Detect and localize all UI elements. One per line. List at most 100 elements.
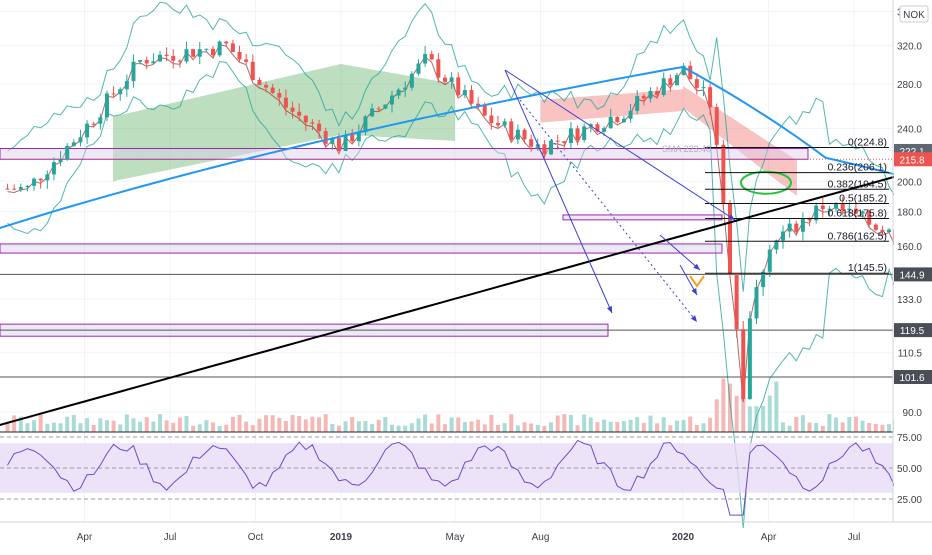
support-zone <box>0 244 722 253</box>
volume-bar <box>880 425 884 432</box>
currency-label: NOK <box>903 10 925 21</box>
candle-body <box>582 126 586 140</box>
volume-bar <box>383 417 387 432</box>
candle-body <box>715 107 719 145</box>
volume-bar <box>98 418 102 432</box>
candle-body <box>291 108 295 112</box>
candle-body <box>244 59 248 61</box>
candle-body <box>304 116 308 123</box>
volume-bar <box>72 415 76 432</box>
volume-bar <box>231 417 235 432</box>
volume-bar <box>662 417 666 432</box>
volume-bar <box>655 423 659 432</box>
candle-body <box>450 77 454 81</box>
candle-body <box>158 55 162 62</box>
price-tick-label: 180.0 <box>897 208 922 219</box>
price-tag-label: 144.9 <box>899 270 924 281</box>
volume-bar <box>695 425 699 432</box>
volume-bar <box>761 406 765 432</box>
volume-bar <box>244 422 248 432</box>
volume-bar <box>675 421 679 432</box>
candle-body <box>118 89 122 94</box>
volume-bar <box>788 426 792 432</box>
price-tick-label: 90.0 <box>903 408 923 419</box>
candle-body <box>410 74 414 88</box>
candle-body <box>774 240 778 249</box>
volume-bar <box>284 421 288 432</box>
rsi-pane <box>0 432 932 515</box>
candle-body <box>344 135 348 151</box>
candle-body <box>629 111 633 119</box>
candle-body <box>397 90 401 96</box>
volume-bar <box>317 417 321 432</box>
candle-body <box>224 42 228 44</box>
volume-bar <box>867 423 871 432</box>
candle-body <box>337 138 341 151</box>
candle-body <box>178 61 182 62</box>
volume-bar <box>377 420 381 432</box>
fib-label-0.5: 0.5(185.2) <box>839 192 887 204</box>
price-tick-label: 280.0 <box>897 80 922 91</box>
candle-body <box>662 78 666 95</box>
volume-bar <box>145 417 149 432</box>
candle-body <box>145 60 149 63</box>
candle-body <box>529 139 533 146</box>
volume-bar <box>582 415 586 432</box>
candle-body <box>78 137 82 142</box>
volume-bar <box>39 414 43 432</box>
volume-bar <box>118 424 122 432</box>
price-tick-label: 200.0 <box>897 177 922 188</box>
candle-body <box>284 98 288 108</box>
volume-bar <box>463 422 467 432</box>
candle-body <box>403 88 407 90</box>
candle-body <box>436 59 440 77</box>
time-tick-label: Aug <box>532 532 550 543</box>
volume-bar <box>509 414 513 432</box>
candle-body <box>648 91 652 98</box>
candle-body <box>324 131 328 144</box>
volume-bar <box>794 417 798 432</box>
volume-bar <box>158 414 162 432</box>
volume-bar <box>715 399 719 432</box>
volume-bar <box>668 425 672 432</box>
candle-body <box>45 174 49 180</box>
candle-body <box>390 96 394 105</box>
candle-body <box>423 54 427 63</box>
volume-bar <box>854 417 858 432</box>
candle-body <box>25 186 29 187</box>
candle-body <box>72 142 76 146</box>
volume-bar <box>12 415 16 432</box>
fib-label-0.786: 0.786(162.5) <box>827 230 887 242</box>
volume-bar <box>92 425 96 432</box>
candle-body <box>443 78 447 82</box>
price-tick-label: 133.0 <box>897 295 922 306</box>
volume-bar <box>271 415 275 432</box>
candle-body <box>801 219 805 232</box>
candle-body <box>556 141 560 142</box>
candle-body <box>257 80 261 85</box>
candle-body <box>483 106 487 116</box>
candle-body <box>19 187 23 190</box>
volume-bar <box>569 415 573 432</box>
volume-bar <box>635 417 639 432</box>
volume-bar <box>483 424 487 432</box>
price-tick-label: 75.00 <box>897 433 922 444</box>
candle-body <box>463 90 467 95</box>
volume-bar <box>801 415 805 432</box>
candle-body <box>622 119 626 122</box>
volume-bar <box>171 423 175 432</box>
time-tick-label: Apr <box>761 532 777 543</box>
candle-body <box>701 87 705 88</box>
volume-bar <box>85 418 89 432</box>
candle-body <box>383 105 387 109</box>
price-tick-label: 50.00 <box>897 464 922 475</box>
candle-body <box>748 318 752 399</box>
volume-bar <box>808 422 812 432</box>
candle-body <box>562 141 566 143</box>
volume-bar <box>456 417 460 432</box>
volume-bar <box>470 421 474 432</box>
candle-body <box>456 77 460 95</box>
volume-bar <box>615 422 619 432</box>
retest-zone <box>563 215 722 220</box>
